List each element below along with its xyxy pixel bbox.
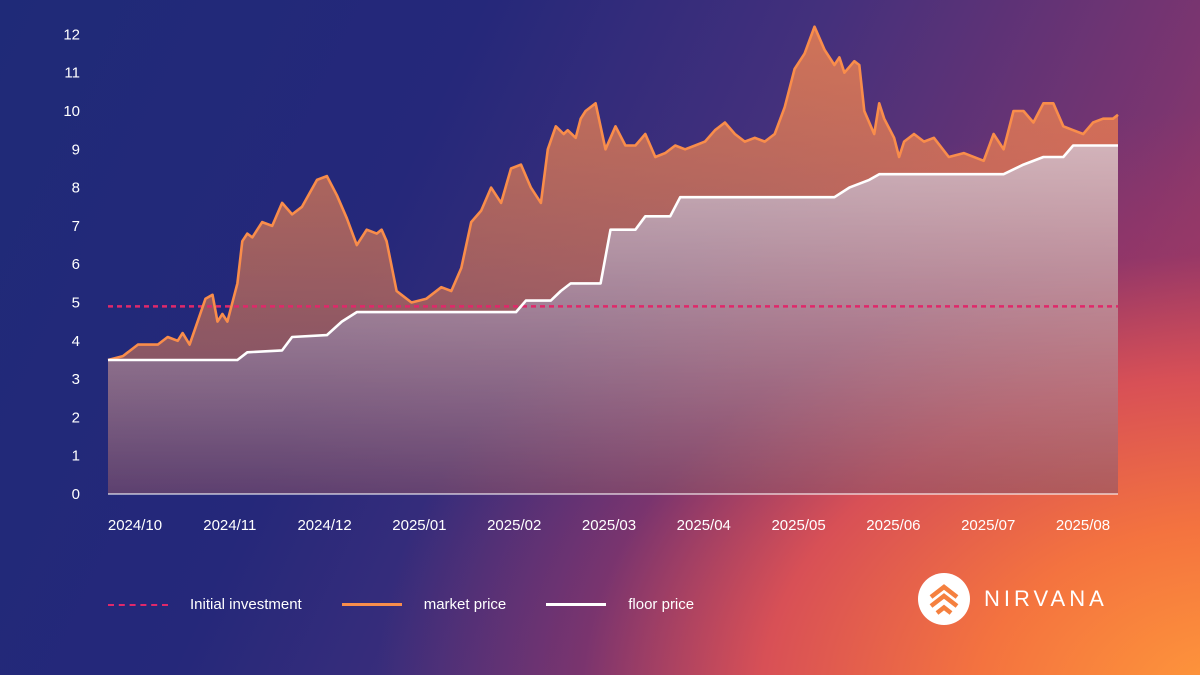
nirvana-logo-icon [918,573,970,625]
market-price-line [107,25,1119,362]
y-tick-label: 6 [72,256,80,273]
x-tick-label: 2024/10 [108,517,162,534]
x-tick-label: 2025/04 [677,517,731,534]
legend-label-initial-investment: Initial investment [190,596,302,613]
y-tick-label: 9 [72,141,80,158]
x-tick-label: 2025/03 [582,517,636,534]
y-tick-label: 11 [64,65,80,82]
legend-swatch-market-price [341,603,402,606]
y-tick-label: 2 [72,409,80,426]
legend-swatch-floor-price [546,603,607,606]
y-tick-label: 8 [72,180,80,197]
x-tick-label: 2025/07 [961,517,1015,534]
x-tick-label: 2025/06 [866,517,920,534]
floor-price-area [108,145,1118,494]
legend-item-initial-investment: Initial investment [108,596,302,613]
legend-item-market-price: market price [341,596,507,613]
y-tick-label: 4 [72,333,80,350]
y-tick-label: 3 [72,371,80,388]
x-tick-label: 2025/02 [487,517,541,534]
x-tick-label: 2025/08 [1056,517,1110,534]
y-tick-label: 7 [72,218,80,235]
y-tick-label: 5 [72,295,80,312]
floor-price-line [108,144,1118,362]
legend-label-market-price: market price [423,596,507,613]
x-tick-label: 2025/05 [771,517,825,534]
legend-label-floor-price: floor price [628,596,695,613]
chart-legend: Initial investment market price floor pr… [108,596,734,613]
y-tick-label: 0 [72,486,80,503]
legend-item-floor-price: floor price [546,596,694,613]
legend-swatch-initial-investment [108,603,168,606]
y-tick-label: 12 [63,26,80,43]
y-tick-label: 10 [63,103,80,120]
nirvana-logo: NIRVANA [918,573,1108,625]
brand-name: NIRVANA [984,586,1108,611]
y-tick-label: 1 [72,448,80,465]
x-tick-label: 2024/12 [297,517,351,534]
x-tick-label: 2025/01 [392,517,446,534]
x-tick-label: 2024/11 [203,517,256,534]
